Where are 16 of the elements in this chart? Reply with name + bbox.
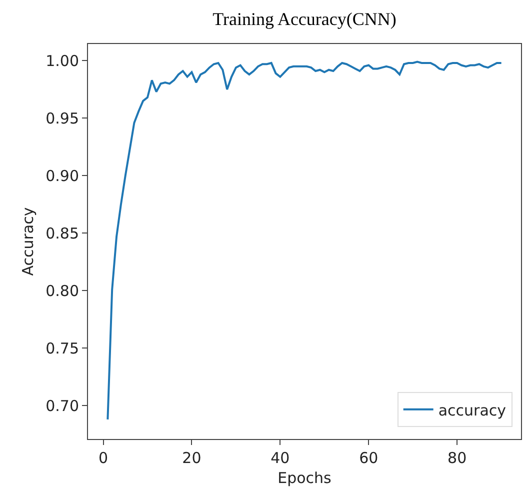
y-tick-label: 0.75: [46, 339, 79, 358]
y-tick-label: 0.90: [46, 166, 79, 185]
y-tick-label: 1.00: [46, 52, 79, 70]
y-axis-title: Accuracy: [18, 207, 37, 276]
x-tick-label: 60: [359, 449, 378, 467]
x-tick-label: 80: [448, 449, 467, 467]
y-tick-label: 0.80: [46, 282, 79, 300]
chart-title: Training Accuracy(CNN): [212, 8, 396, 29]
y-tick-label: 0.85: [46, 224, 79, 242]
y-tick-label: 0.70: [46, 396, 79, 415]
x-tick-label: 0: [98, 449, 108, 467]
legend-label: accuracy: [438, 401, 506, 420]
y-tick-label: 0.95: [46, 109, 79, 128]
x-tick-label: 40: [270, 449, 290, 467]
x-axis-title: Epochs: [278, 469, 332, 487]
x-tick-label: 20: [182, 449, 202, 467]
